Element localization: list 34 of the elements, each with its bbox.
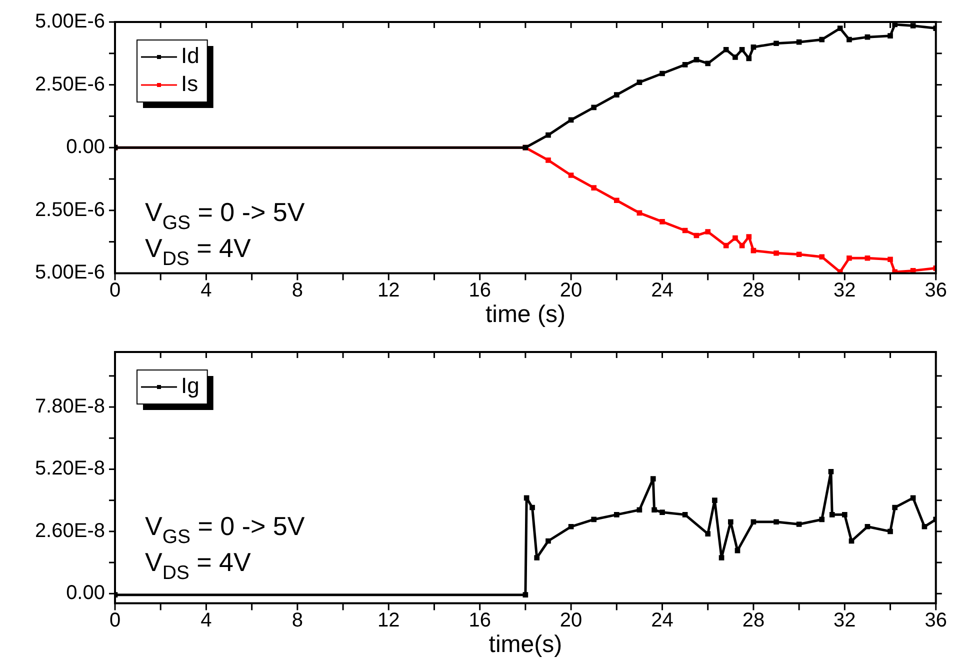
x-tick-label: 0 xyxy=(109,610,121,632)
x-tick-label: 32 xyxy=(834,610,856,632)
x-tick-label: 0 xyxy=(109,280,121,302)
x-tick-label: 8 xyxy=(292,610,303,632)
y-tick-label: 5.00E-6 xyxy=(34,262,105,284)
legend-label: Ig xyxy=(181,373,200,398)
y-tick-label: 7.80E-8 xyxy=(34,396,105,418)
y-tick-label: 2.60E-8 xyxy=(34,520,105,542)
x-tick-label: 36 xyxy=(924,610,947,632)
legend-label: Is xyxy=(181,71,198,96)
x-tick-label: 8 xyxy=(292,280,303,302)
y-tick-label: 2.50E-6 xyxy=(34,73,105,96)
x-axis-title: time (s) xyxy=(485,301,566,328)
x-tick-label: 28 xyxy=(742,280,765,302)
x-tick-label: 24 xyxy=(651,610,674,632)
x-tick-label: 32 xyxy=(834,280,856,302)
y-tick-label: 5.00E-6 xyxy=(34,10,105,33)
x-tick-label: 24 xyxy=(651,280,674,302)
x-tick-label: 20 xyxy=(560,610,582,632)
x-tick-label: 28 xyxy=(742,610,765,632)
x-tick-label: 4 xyxy=(200,280,212,302)
x-axis-title: time(s) xyxy=(488,631,562,658)
y-tick-label: 2.50E-6 xyxy=(34,198,105,221)
x-tick-label: 20 xyxy=(560,280,582,302)
y-tick-label: 5.20E-8 xyxy=(34,458,105,480)
y-tick-label: 0.00 xyxy=(66,582,105,604)
y-tick-label: 0.00 xyxy=(66,136,105,158)
x-tick-label: 16 xyxy=(468,280,491,302)
legend-label: Id xyxy=(181,43,200,68)
x-tick-label: 36 xyxy=(924,280,947,302)
x-tick-label: 16 xyxy=(468,610,491,632)
x-tick-label: 4 xyxy=(200,610,212,632)
x-tick-label: 12 xyxy=(378,280,400,302)
x-tick-label: 12 xyxy=(378,610,400,632)
